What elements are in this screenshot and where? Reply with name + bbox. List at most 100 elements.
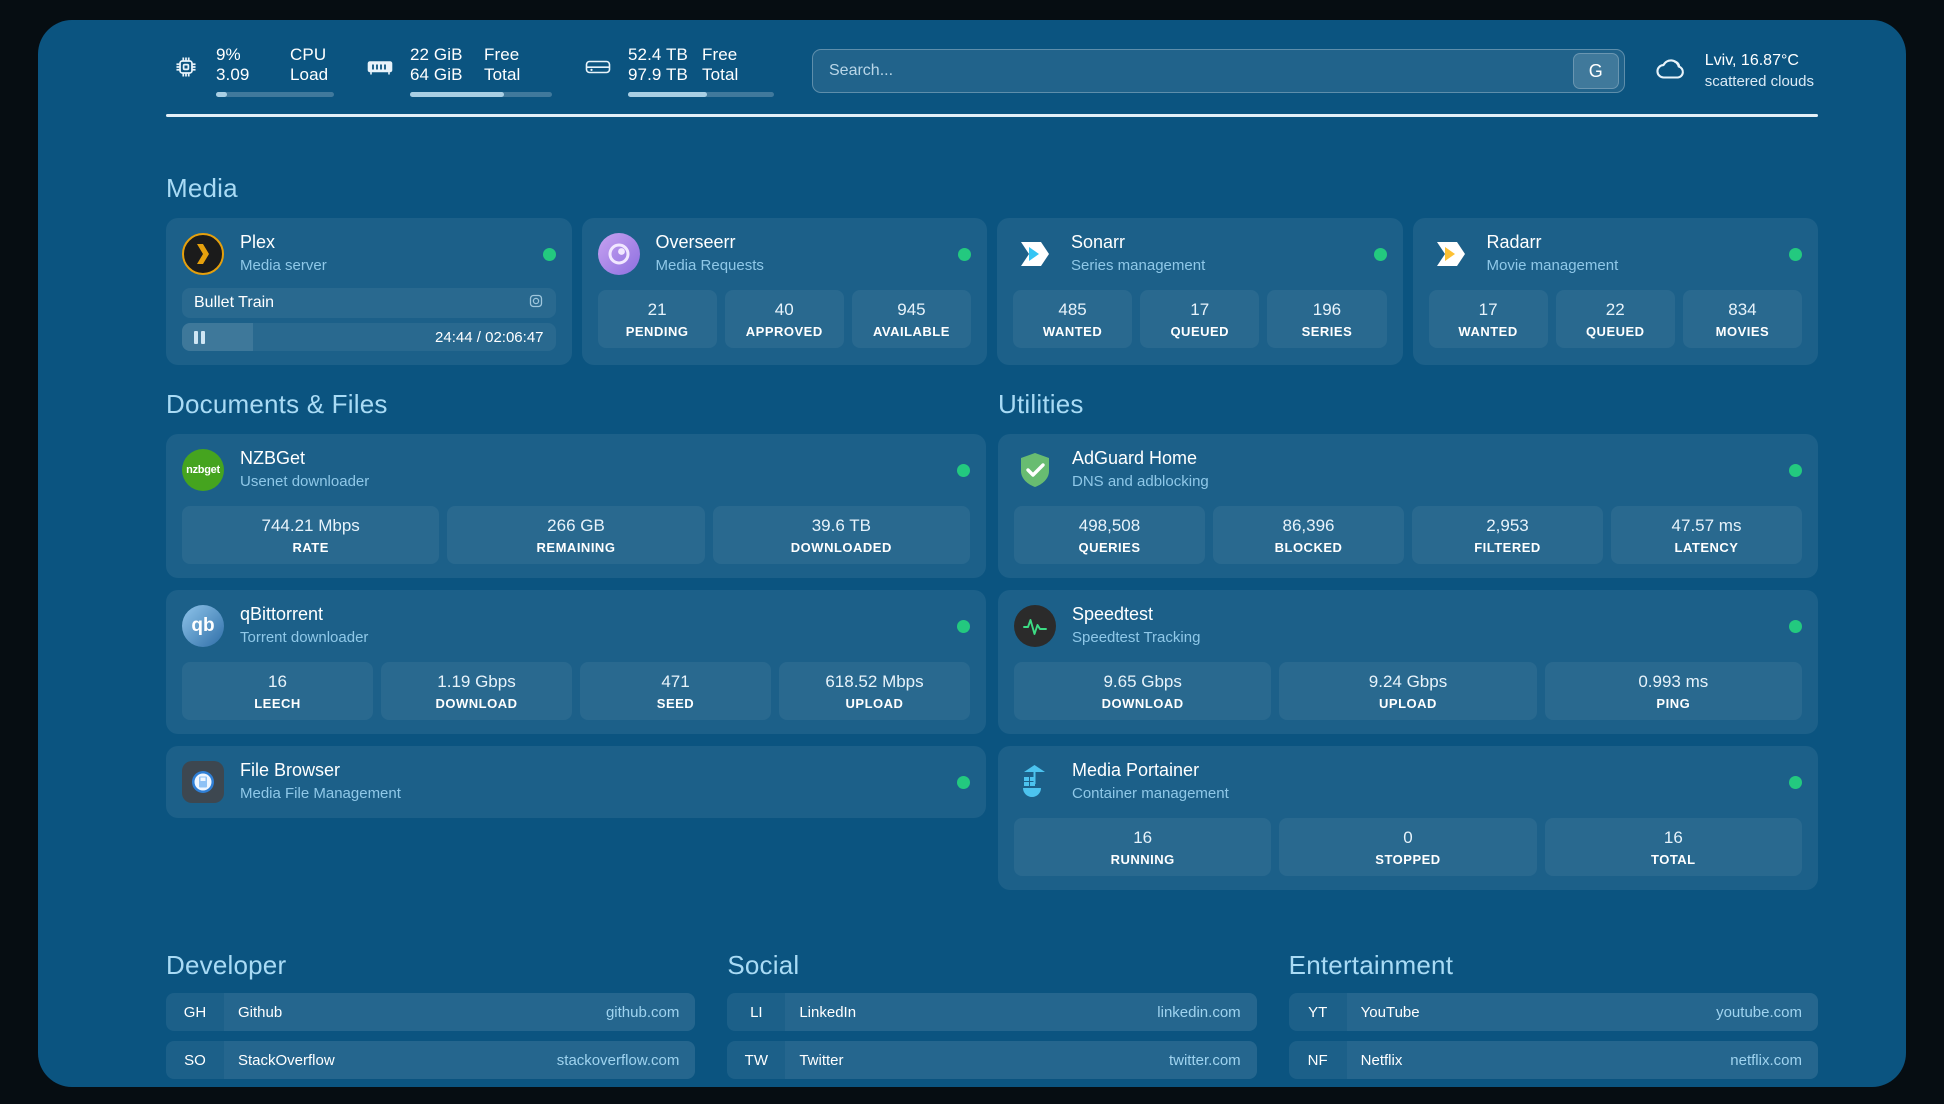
status-indicator [1789, 463, 1802, 477]
playback-progress-bar[interactable]: 24:44 / 02:06:47 [182, 323, 556, 351]
app-desc: Media File Management [240, 785, 401, 802]
overseerr-icon [597, 233, 640, 275]
card-nzbget[interactable]: nzbget NZBGet Usenet downloader 744.21 M… [166, 434, 986, 578]
section-documents: Documents & Files nzbget NZBGet Usenet d… [166, 389, 986, 890]
status-indicator [958, 247, 971, 261]
speedtest-icon [1014, 605, 1056, 647]
stat-item: 744.21 Mbps RATE [182, 506, 440, 564]
storage-total-value: 97.9 TB [628, 65, 688, 84]
bookmark-item-netflix[interactable]: NF Netflix netflix.com [1288, 1041, 1818, 1079]
section-title-entertainment: Entertainment [1288, 950, 1454, 980]
now-playing-title: Bullet Train [194, 294, 275, 311]
search-engine-button[interactable]: G [1572, 53, 1619, 89]
card-overseerr[interactable]: Overseerr Media Requests 21 PENDING 40 APP… [581, 218, 987, 365]
nzbget-icon: nzbget [182, 449, 224, 491]
weather-condition: scattered clouds [1704, 73, 1814, 90]
card-radarr[interactable]: Radarr Movie management 17 WANTED 22 QUEUE… [1412, 218, 1818, 365]
bookmark-item-github[interactable]: GH Github github.com [166, 993, 696, 1031]
storage-total-label: Total [702, 65, 739, 84]
app-name: File Browser [240, 760, 341, 780]
stat-item: 9.24 Gbps UPLOAD [1279, 662, 1537, 720]
playback-time: 24:44 / 02:06:47 [435, 328, 544, 346]
card-qbittorrent[interactable]: qb qBittorrent Torrent downloader 16 LEEC… [166, 590, 986, 734]
bookmark-group-social: Social LI LinkedIn linkedin.com TW Twitte… [727, 950, 1257, 1087]
search-input[interactable] [813, 62, 1573, 80]
stat-item: 9.65 Gbps DOWNLOAD [1014, 662, 1272, 720]
bookmark-url: netflix.com [1730, 1051, 1802, 1069]
memory-free-value: 22 GiB [410, 45, 463, 64]
stat-item: 471 SEED [580, 662, 771, 720]
disk-icon [578, 45, 618, 89]
status-indicator [1789, 247, 1802, 261]
storage-free-label: Free [702, 45, 738, 64]
pause-icon[interactable] [194, 330, 205, 344]
section-title-developer: Developer [166, 950, 287, 980]
bookmark-item-youtube[interactable]: YT YouTube youtube.com [1288, 993, 1818, 1031]
card-plex[interactable]: Plex Media server Bullet Train [166, 218, 572, 365]
cpu-icon [166, 45, 206, 89]
weather-location-temp: Lviv, 16.87°C [1704, 52, 1799, 69]
plex-icon [182, 233, 224, 275]
status-indicator [957, 619, 970, 633]
bookmark-tag: TW [727, 1041, 786, 1079]
section-title-media: Media [166, 173, 238, 203]
cpu-load-label: Load [290, 65, 329, 84]
portainer-icon [1014, 761, 1056, 803]
stat-item: 485 WANTED [1013, 290, 1133, 348]
bookmark-url: github.com [605, 1003, 680, 1021]
app-name: NZBGet [240, 448, 306, 468]
app-desc: Movie management [1486, 257, 1619, 274]
stat-item: 17 WANTED [1428, 290, 1548, 348]
card-speedtest[interactable]: Speedtest Speedtest Tracking 9.65 Gbps DO… [998, 590, 1818, 734]
sonarr-icon [1013, 233, 1055, 275]
settings-gear-icon[interactable] [528, 293, 544, 314]
now-playing-row[interactable]: Bullet Train [182, 288, 556, 318]
cpu-load-value: 3.09 [216, 65, 250, 84]
cpu-value: 9% [216, 45, 241, 64]
status-indicator [542, 247, 556, 261]
stat-item: 266 GB REMAINING [447, 506, 705, 564]
stat-item: 16 RUNNING [1014, 818, 1272, 876]
bookmark-url: youtube.com [1716, 1003, 1802, 1021]
app-name: Plex [240, 232, 276, 252]
card-media-portainer[interactable]: Media Portainer Container management 16 R… [998, 746, 1818, 890]
status-indicator [957, 775, 970, 789]
app-name: Speedtest [1072, 604, 1154, 624]
card-file-browser[interactable]: File Browser Media File Management [166, 746, 986, 818]
bookmark-url: linkedin.com [1157, 1003, 1241, 1021]
bookmark-item-twitter[interactable]: TW Twitter twitter.com [727, 1041, 1257, 1079]
app-desc: Media Requests [655, 257, 764, 274]
bookmark-name: Netflix [1360, 1051, 1403, 1069]
stat-item: 196 SERIES [1267, 290, 1387, 348]
card-sonarr[interactable]: Sonarr Series management 485 WANTED 17 QUE… [997, 218, 1403, 365]
app-name: AdGuard Home [1072, 448, 1198, 468]
bookmark-item-linkedin[interactable]: LI LinkedIn linkedin.com [727, 993, 1257, 1031]
playback-progress-fill [182, 323, 253, 351]
weather-widget: Lviv, 16.87°C scattered clouds [1651, 50, 1818, 92]
stat-item: 2,953 FILTERED [1412, 506, 1603, 564]
app-desc: DNS and adblocking [1072, 473, 1209, 490]
card-adguard-home[interactable]: AdGuard Home DNS and adblocking 498,508 Q… [998, 434, 1818, 578]
bookmark-name: Github [238, 1003, 283, 1021]
bookmark-url: stackoverflow.com [556, 1051, 680, 1069]
stat-item: 834 MOVIES [1682, 290, 1803, 348]
memory-progress-bar [410, 92, 552, 97]
status-indicator [1373, 247, 1387, 261]
bookmark-name: Twitter [799, 1051, 844, 1069]
bookmark-tag: YT [1288, 993, 1347, 1031]
memory-widget: 22 GiB Free 64 GiB Total [360, 45, 552, 97]
status-indicator [1789, 619, 1802, 633]
app-desc: Usenet downloader [240, 473, 370, 490]
app-desc: Container management [1072, 785, 1229, 802]
stat-item: 0.993 ms PING [1544, 662, 1802, 720]
bookmark-group-developer: Developer GH Github github.com SO StackOv… [166, 950, 696, 1087]
app-name: Overseerr [655, 232, 736, 252]
cpu-label: CPU [290, 45, 327, 64]
search-bar[interactable]: G [812, 49, 1625, 93]
bookmark-item-stackoverflow[interactable]: SO StackOverflow stackoverflow.com [166, 1041, 696, 1079]
stat-item: 16 TOTAL [1544, 818, 1802, 876]
app-desc: Torrent downloader [240, 629, 369, 646]
stat-item: 39.6 TB DOWNLOADED [712, 506, 970, 564]
stat-item: 86,396 BLOCKED [1213, 506, 1404, 564]
memory-total-label: Total [484, 65, 521, 84]
